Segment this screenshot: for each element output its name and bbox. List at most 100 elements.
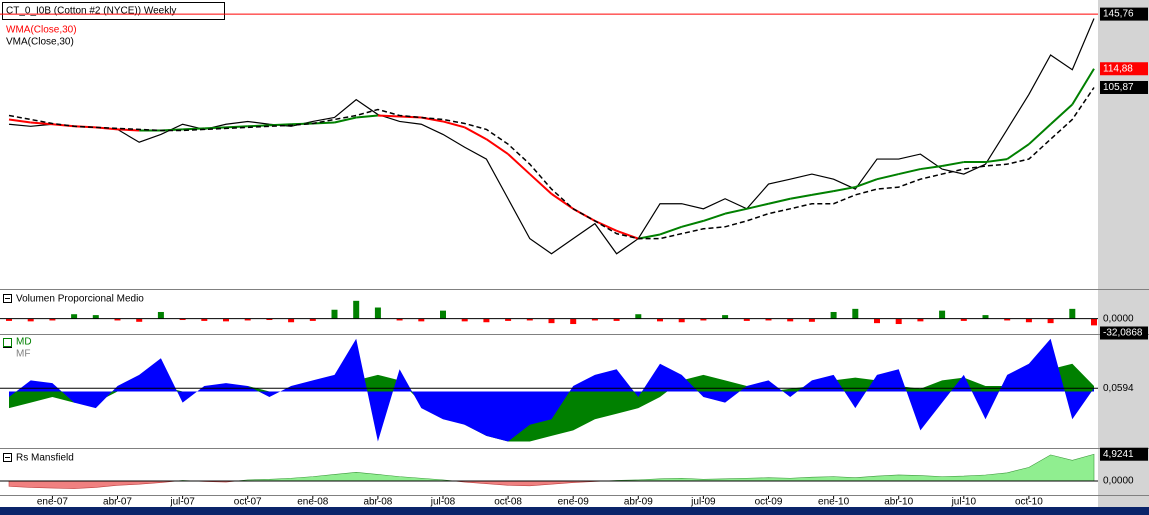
y-tick-label: 4,9241 <box>1103 449 1134 460</box>
wma-segment <box>659 225 683 236</box>
x-tick-label: abr-08 <box>363 497 392 508</box>
volume-bar <box>440 310 446 319</box>
wma-segment <box>204 126 227 130</box>
volume-bar <box>635 314 642 319</box>
volume-bar <box>743 318 750 321</box>
x-tick-label: oct-08 <box>494 497 522 508</box>
wma-segment <box>898 168 921 176</box>
legend-entry: MF <box>16 349 30 360</box>
volume-bar <box>830 311 837 319</box>
y-tick-box <box>1100 7 1148 21</box>
volume-bar <box>136 318 143 322</box>
wma-segment <box>768 197 791 205</box>
x-tick-label: ene-09 <box>558 497 590 508</box>
x-tick-label: jul-08 <box>430 497 456 508</box>
volume-bar <box>874 318 880 324</box>
volume-bar <box>765 318 772 321</box>
chart-title: CT_0_I0B (Cotton #2 (NYCE)) Weekly <box>6 6 176 17</box>
panel-title: Rs Mansfield <box>16 453 74 464</box>
volume-bar <box>678 318 685 323</box>
volume-bar <box>591 318 598 321</box>
wma-segment <box>1006 143 1030 160</box>
volume-bar <box>722 315 729 319</box>
wma-segment <box>985 158 1008 164</box>
title-box <box>2 2 225 20</box>
volume-bar <box>657 318 663 322</box>
wma-segment <box>941 161 964 167</box>
legend-entry: WMA(Close,30) <box>6 25 77 36</box>
volume-bar <box>353 300 360 319</box>
volume-bar <box>1069 308 1076 319</box>
legend-entry: MD <box>16 337 32 348</box>
panel-title: Volumen Proporcional Medio <box>16 294 144 305</box>
y-tick-label: 114,88 <box>1103 63 1133 74</box>
volume-bar <box>49 318 56 321</box>
volume-bar <box>309 318 316 321</box>
volume-bar <box>808 318 815 322</box>
x-tick-label: abr-09 <box>624 497 653 508</box>
volume-bar <box>331 309 338 319</box>
volume-bar <box>396 318 403 321</box>
wma-segment <box>225 125 248 129</box>
wma-segment <box>529 173 553 195</box>
wma-segment <box>746 202 769 210</box>
wma-segment <box>594 219 618 232</box>
volume-bar <box>548 318 555 324</box>
wma-segment <box>377 114 400 118</box>
wma-segment <box>681 219 704 228</box>
wma-segment <box>8 118 31 124</box>
y-tick-label: 0,0000 <box>1103 313 1134 324</box>
y-tick-box <box>1100 447 1148 461</box>
y-tick-box <box>1100 381 1148 395</box>
volume-bar <box>700 318 707 321</box>
wma-segment <box>464 126 487 141</box>
wma-segment <box>790 193 813 200</box>
wma-segment <box>724 207 748 215</box>
volume-bar <box>526 318 533 321</box>
volume-bar <box>895 318 902 325</box>
wma-segment <box>616 229 639 240</box>
wma-segment <box>507 153 531 175</box>
wma-segment <box>182 127 205 131</box>
volume-bar <box>244 318 251 321</box>
price-scale-strip <box>1098 0 1149 507</box>
volume-bar <box>613 318 620 321</box>
volume-bar <box>461 318 468 322</box>
volume-bar <box>6 318 12 321</box>
wma-segment <box>1071 68 1095 106</box>
volume-bar <box>852 308 859 319</box>
wma-segment <box>854 178 878 189</box>
legend-toggle <box>3 338 12 347</box>
volume-bar <box>960 318 967 321</box>
volume-bar <box>505 318 512 321</box>
volume-bar <box>982 315 989 319</box>
wma-segment <box>703 212 726 222</box>
x-tick-label: ene-10 <box>818 497 850 508</box>
wma-segment <box>269 123 292 127</box>
volume-bar <box>418 318 425 322</box>
y-tick-box <box>1100 62 1148 76</box>
x-tick-label: oct-07 <box>234 497 262 508</box>
x-tick-label: ene-07 <box>37 497 69 508</box>
wma-segment <box>920 165 943 171</box>
wma-segment <box>247 124 270 128</box>
wma-segment <box>291 122 313 126</box>
volume-bar <box>483 318 490 323</box>
volume-bar <box>374 307 381 319</box>
y-tick-box <box>1100 326 1148 340</box>
wma-segment <box>811 190 834 196</box>
volume-bar <box>1047 318 1054 324</box>
x-tick-label: abr-07 <box>103 497 132 508</box>
volume-bar <box>917 318 924 322</box>
y-tick-label: 0,0000 <box>1103 476 1134 487</box>
price-line <box>8 18 1095 255</box>
volume-bar <box>223 318 229 322</box>
volume-bar <box>71 314 78 319</box>
y-tick-box <box>1100 80 1148 94</box>
x-tick-label: jul-07 <box>169 497 195 508</box>
x-tick-label: jul-09 <box>690 497 716 508</box>
wma-segment <box>1028 123 1052 145</box>
vma-line <box>8 87 1095 240</box>
wma-segment <box>876 173 899 181</box>
